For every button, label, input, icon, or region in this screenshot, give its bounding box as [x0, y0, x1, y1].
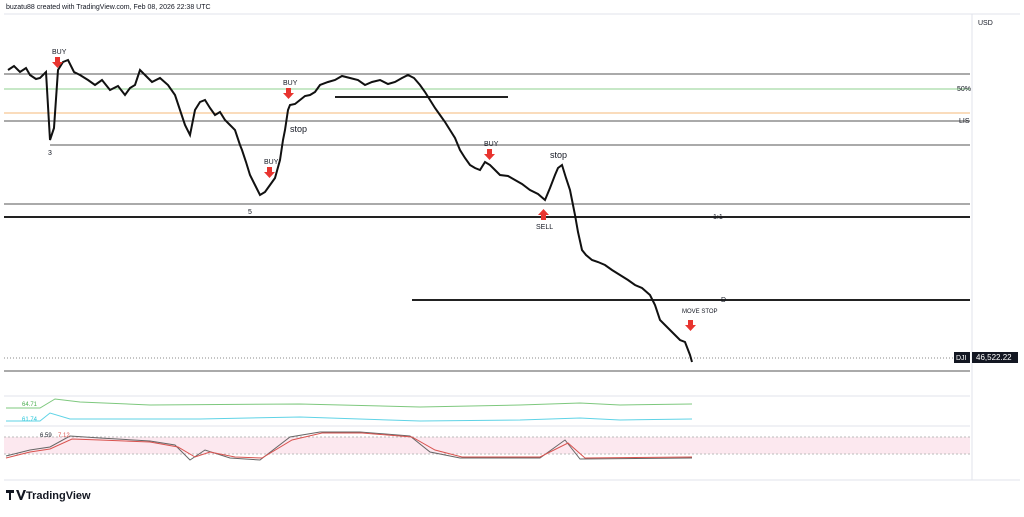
- level-label: LIS: [959, 118, 970, 125]
- annotation: BUY: [283, 80, 298, 87]
- level-label: D: [721, 297, 726, 304]
- wave-label: 5: [248, 209, 252, 216]
- symbol: DJI: [956, 355, 967, 362]
- price-box: [972, 352, 1018, 363]
- annotation: MOVE STOP: [682, 309, 718, 315]
- indicator-line: [6, 398, 693, 409]
- annotation: stop: [290, 124, 307, 134]
- annotation: BUY: [484, 141, 499, 148]
- symbol-box: [954, 352, 970, 363]
- arrows: [52, 57, 696, 331]
- stoch-band: [4, 437, 970, 454]
- wave-label: 3: [48, 150, 52, 157]
- annotation: BUY: [52, 49, 67, 56]
- credit: buzatu88 created with TradingView.com, F…: [6, 4, 211, 11]
- brand: TradingView: [26, 490, 91, 502]
- annotation: stop: [550, 150, 567, 160]
- price-bars: [7, 58, 693, 363]
- indicator-line: [6, 412, 693, 422]
- currency: USD: [978, 20, 993, 27]
- brand-logo: [6, 490, 26, 500]
- stoch-d: [5, 432, 693, 459]
- levels: [4, 73, 970, 372]
- annotation: SELL: [536, 224, 553, 231]
- indicator-value: 7.12: [58, 433, 70, 439]
- stoch-k: [5, 431, 693, 461]
- price-value: 46,522.22: [976, 353, 1012, 362]
- indicator-value: 6.59: [40, 433, 52, 439]
- indicator-value: 61.74: [22, 417, 38, 423]
- level-label: 1:1: [713, 214, 723, 221]
- level-label: 50%: [957, 86, 971, 93]
- annotation: BUY: [264, 159, 279, 166]
- indicator-value: 64.71: [22, 402, 38, 408]
